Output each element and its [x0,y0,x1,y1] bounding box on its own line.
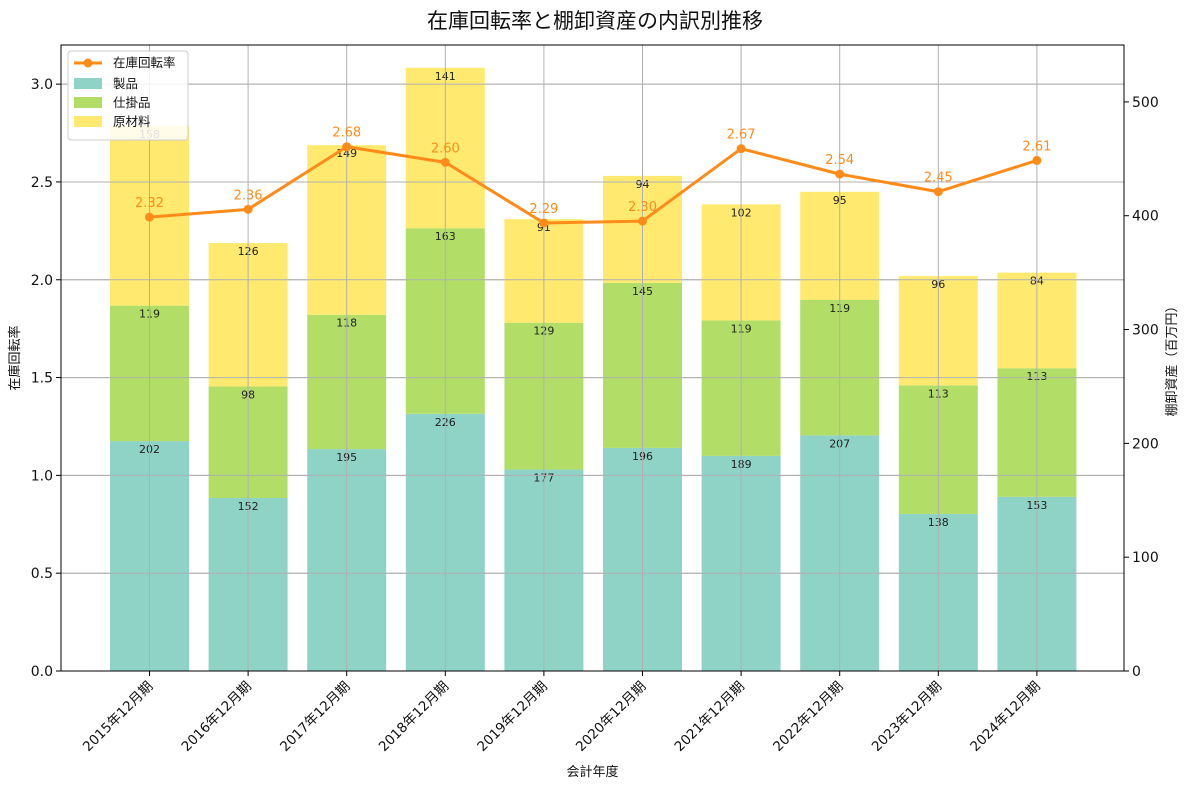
legend-label: 在庫回転率 [113,55,176,70]
x-tick-label: 2017年12月期 [277,679,353,755]
y-tick-label-right: 200 [1132,436,1159,452]
plot-frame [60,44,1125,672]
turnover-value-label: 2.54 [825,153,854,168]
legend-swatch [74,116,102,127]
y-axis-label-left: 在庫回転率 [7,325,23,390]
turnover-point [1032,155,1042,165]
y-tick-label-right: 400 [1132,209,1159,225]
x-tick-label: 2018年12月期 [376,679,452,755]
legend-label: 仕掛品 [113,95,151,110]
turnover-point [638,216,647,226]
y-axis-label-right: 棚卸資産（百万円） [1164,299,1180,416]
x-tick-label: 2015年12月期 [80,679,156,755]
turnover-value-label: 2.68 [332,126,361,141]
legend-swatch [74,78,102,89]
turnover-point [440,157,450,167]
turnover-point [933,187,943,197]
legend-label: 原材料 [113,114,151,129]
turnover-point [736,144,746,154]
legend-label: 製品 [113,76,138,91]
y-tick-label-left: 1.5 [31,371,53,387]
turnover-value-label: 2.29 [529,202,558,217]
turnover-value-label: 2.60 [431,141,460,156]
bars-layer: 2021521952261771961892071381531199811816… [61,45,1124,672]
y-tick-label-right: 100 [1132,550,1159,566]
x-tick-label: 2020年12月期 [573,679,649,755]
y-tick-label-right: 300 [1132,323,1159,339]
turnover-value-label: 2.36 [234,188,263,203]
y-tick-label-right: 0 [1132,664,1141,680]
y-tick-label-left: 2.0 [31,273,53,289]
y-tick-label-left: 0.5 [31,566,53,582]
x-tick-label: 2023年12月期 [869,679,945,755]
legend-line-marker [83,58,93,68]
turnover-point [145,212,154,222]
turnover-line [149,145,1038,225]
turnover-point [243,204,253,214]
x-tick-label: 2019年12月期 [474,679,550,755]
x-tick-label: 2022年12月期 [770,679,846,755]
y-tick-label-left: 0.0 [31,664,53,680]
turnover-value-label: 2.67 [727,128,756,143]
turnover-point [342,142,352,152]
turnover-value-label: 2.32 [135,196,164,211]
chart-title: 在庫回転率と棚卸資産の内訳別推移 [427,9,763,33]
y-tick-label-left: 1.0 [31,468,53,484]
y-tick-label-right: 500 [1132,95,1159,111]
x-tick-label: 2016年12月期 [179,679,255,755]
turnover-point [539,218,549,228]
legend-swatch [74,97,102,108]
x-tick-label: 2021年12月期 [672,679,748,755]
x-axis-label: 会計年度 [566,764,618,780]
line-layer: 2.32 2.36 2.68 2.60 2.29 2.30 2.67 2.54 2.45 2.61 [135,126,1051,228]
y-tick-label-left: 3.0 [31,77,53,93]
turnover-value-label: 2.30 [628,200,657,215]
turnover-point [835,169,845,179]
axes-layer: 0.0 0.5 1.0 1.5 2.0 2.5 3.0 0 100 200 300 400 500 201… [31,44,1159,755]
turnover-value-label: 2.61 [1022,139,1051,154]
y-tick-label-left: 2.5 [31,175,53,191]
x-tick-label: 2024年12月期 [967,679,1043,755]
turnover-value-label: 2.45 [924,171,953,186]
